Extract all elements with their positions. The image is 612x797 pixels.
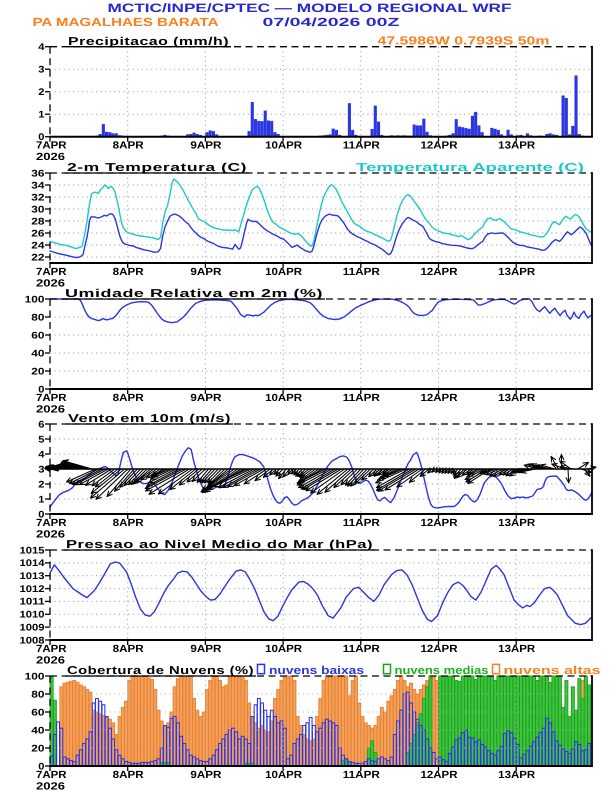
svg-text:nuvens baixas: nuvens baixas bbox=[269, 665, 364, 677]
svg-text:13APR: 13APR bbox=[498, 518, 536, 529]
svg-text:20: 20 bbox=[31, 366, 44, 377]
svg-text:7APR: 7APR bbox=[36, 267, 67, 278]
svg-text:11APR: 11APR bbox=[343, 267, 381, 278]
svg-text:2026: 2026 bbox=[36, 152, 65, 163]
svg-text:7APR: 7APR bbox=[36, 141, 67, 152]
svg-text:60: 60 bbox=[31, 707, 44, 718]
svg-text:9APR: 9APR bbox=[190, 518, 222, 529]
svg-text:34: 34 bbox=[31, 180, 45, 191]
svg-text:1013: 1013 bbox=[20, 571, 45, 582]
svg-text:6: 6 bbox=[38, 419, 44, 430]
svg-text:100: 100 bbox=[25, 294, 45, 305]
svg-text:20: 20 bbox=[31, 743, 44, 754]
svg-text:7APR: 7APR bbox=[36, 518, 67, 529]
svg-text:100: 100 bbox=[25, 671, 45, 682]
svg-text:12APR: 12APR bbox=[421, 770, 459, 781]
svg-text:2: 2 bbox=[38, 479, 44, 490]
svg-text:4: 4 bbox=[38, 449, 45, 460]
svg-text:10APR: 10APR bbox=[265, 267, 303, 278]
svg-text:7APR: 7APR bbox=[36, 393, 67, 404]
svg-text:PA MAGALHAES BARATA: PA MAGALHAES BARATA bbox=[33, 15, 220, 29]
svg-text:13APR: 13APR bbox=[498, 644, 536, 655]
svg-text:1011: 1011 bbox=[20, 597, 46, 608]
svg-text:9APR: 9APR bbox=[190, 644, 222, 655]
svg-text:9APR: 9APR bbox=[190, 770, 222, 781]
svg-text:1012: 1012 bbox=[20, 584, 45, 595]
svg-text:9APR: 9APR bbox=[190, 393, 222, 404]
svg-text:36: 36 bbox=[31, 168, 44, 179]
svg-text:2026: 2026 bbox=[36, 656, 65, 667]
svg-text:2: 2 bbox=[38, 87, 44, 98]
svg-text:22: 22 bbox=[31, 252, 44, 263]
svg-text:11APR: 11APR bbox=[343, 770, 381, 781]
svg-text:7APR: 7APR bbox=[36, 644, 67, 655]
svg-text:1009: 1009 bbox=[20, 622, 45, 633]
svg-text:13APR: 13APR bbox=[498, 267, 536, 278]
svg-text:8APR: 8APR bbox=[113, 644, 145, 655]
svg-text:12APR: 12APR bbox=[421, 267, 459, 278]
svg-text:11APR: 11APR bbox=[343, 393, 381, 404]
svg-text:1014: 1014 bbox=[20, 558, 46, 569]
svg-text:40: 40 bbox=[31, 725, 44, 736]
svg-text:11APR: 11APR bbox=[343, 518, 381, 529]
svg-text:nuvens medias: nuvens medias bbox=[395, 665, 489, 677]
svg-text:8APR: 8APR bbox=[113, 518, 145, 529]
svg-text:2026: 2026 bbox=[36, 279, 65, 290]
svg-text:9APR: 9APR bbox=[190, 267, 222, 278]
svg-text:4: 4 bbox=[38, 42, 45, 53]
svg-text:40: 40 bbox=[31, 348, 44, 359]
svg-text:10APR: 10APR bbox=[265, 644, 303, 655]
svg-text:12APR: 12APR bbox=[421, 141, 459, 152]
svg-text:2026: 2026 bbox=[36, 405, 65, 416]
svg-text:13APR: 13APR bbox=[498, 770, 536, 781]
svg-text:1: 1 bbox=[38, 110, 45, 121]
svg-text:nuvens altas: nuvens altas bbox=[504, 665, 601, 677]
svg-text:10APR: 10APR bbox=[265, 770, 303, 781]
svg-text:12APR: 12APR bbox=[421, 393, 459, 404]
svg-text:3: 3 bbox=[38, 65, 44, 76]
svg-text:24: 24 bbox=[31, 240, 45, 251]
svg-text:80: 80 bbox=[31, 312, 44, 323]
svg-text:3: 3 bbox=[38, 464, 44, 475]
svg-text:1015: 1015 bbox=[20, 545, 46, 556]
svg-text:11APR: 11APR bbox=[343, 644, 381, 655]
svg-text:11APR: 11APR bbox=[343, 141, 381, 152]
svg-text:10APR: 10APR bbox=[265, 141, 303, 152]
svg-text:1010: 1010 bbox=[20, 610, 45, 621]
svg-text:8APR: 8APR bbox=[113, 393, 145, 404]
svg-text:10APR: 10APR bbox=[265, 393, 303, 404]
svg-text:32: 32 bbox=[31, 192, 44, 203]
svg-text:13APR: 13APR bbox=[498, 141, 536, 152]
svg-text:12APR: 12APR bbox=[421, 644, 459, 655]
svg-text:07/04/2026 00Z: 07/04/2026 00Z bbox=[263, 15, 400, 29]
svg-text:1: 1 bbox=[38, 494, 45, 505]
svg-text:MCTIC/INPE/CPTEC — MODELO REGI: MCTIC/INPE/CPTEC — MODELO REGIONAL WRF bbox=[108, 1, 512, 15]
svg-text:26: 26 bbox=[31, 228, 44, 239]
svg-text:2026: 2026 bbox=[36, 530, 65, 541]
svg-text:5: 5 bbox=[38, 434, 45, 445]
svg-text:7APR: 7APR bbox=[36, 770, 67, 781]
svg-text:Temperatura Aparente (C): Temperatura Aparente (C) bbox=[356, 162, 584, 174]
svg-text:13APR: 13APR bbox=[498, 393, 536, 404]
svg-text:10APR: 10APR bbox=[265, 518, 303, 529]
svg-text:2026: 2026 bbox=[36, 782, 65, 793]
svg-text:12APR: 12APR bbox=[421, 518, 459, 529]
svg-text:9APR: 9APR bbox=[190, 141, 222, 152]
svg-text:80: 80 bbox=[31, 689, 44, 700]
svg-text:8APR: 8APR bbox=[113, 267, 145, 278]
svg-text:8APR: 8APR bbox=[113, 141, 145, 152]
svg-text:8APR: 8APR bbox=[113, 770, 145, 781]
svg-text:47.5986W 0.7939S 50m: 47.5986W 0.7939S 50m bbox=[378, 34, 550, 48]
svg-text:28: 28 bbox=[31, 216, 45, 227]
svg-text:60: 60 bbox=[31, 330, 44, 341]
svg-text:30: 30 bbox=[31, 204, 44, 215]
